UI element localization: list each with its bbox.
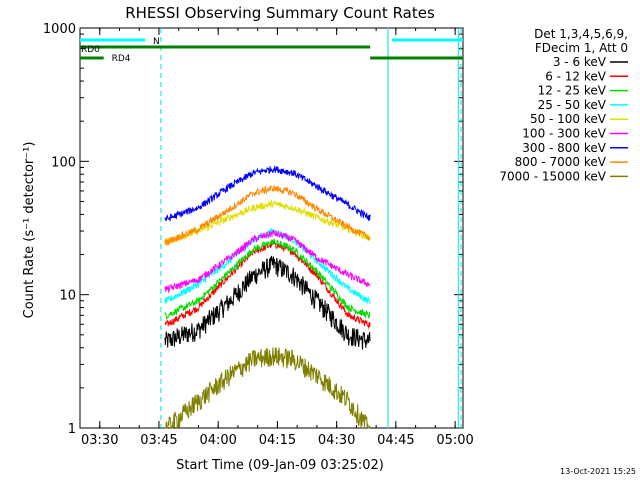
flag-label-rd0: RD0 [81,45,100,55]
flag-label-night: N [153,37,160,47]
x-tick-label: 05:00 [436,433,473,448]
series-line [164,347,371,430]
legend-entry-label: 300 - 800 keV [522,141,606,155]
legend-header: FDecim 1, Att 0 [535,41,628,55]
series-line [164,239,371,330]
y-tick-label: 1000 [43,22,76,37]
legend-entry-label: 50 - 100 keV [530,112,607,126]
legend-entry-label: 100 - 300 keV [522,127,606,141]
plot-axes: 03:30 03:45 04:00 04:15 04:30 04:45 05:00 1 10 10… [43,22,474,448]
x-tick-label: 04:00 [199,433,236,448]
series-line [164,255,371,350]
flag-label-rd4: RD4 [112,54,131,64]
y-tick-label: 1 [68,422,76,437]
series-line [164,184,371,246]
plot-frame [79,27,464,429]
legend: Det 1,3,4,5,6,9,FDecim 1, Att 03 - 6 keV… [499,27,628,183]
chart-title: RHESSI Observing Summary Count Rates [125,4,435,22]
series-line [164,165,371,222]
legend-entry-label: 25 - 50 keV [538,98,607,112]
legend-entry-label: 7000 - 15000 keV [499,169,606,183]
x-tick-label: 03:30 [81,433,118,448]
flag-bars: RD0 RD4 N [80,37,463,64]
x-axis-label: Start Time (09-Jan-09 03:25:02) [176,458,384,473]
y-axis-label: Count Rate (s⁻¹ detector⁻¹) [22,142,37,319]
series-line [164,229,371,294]
x-tick-label: 04:15 [259,433,296,448]
legend-header: Det 1,3,4,5,6,9, [534,27,628,41]
legend-entry-label: 800 - 7000 keV [515,155,607,169]
series-line [164,238,371,321]
plot-timestamp: 13-Oct-2021 15:25 [560,467,636,476]
legend-entry-label: 12 - 25 keV [538,84,607,98]
legend-entry-label: 3 - 6 keV [553,55,607,69]
x-tick-label: 04:30 [318,433,355,448]
y-tick-label: 10 [59,289,76,304]
legend-entry-label: 6 - 12 keV [545,69,607,83]
y-tick-label: 100 [51,155,76,170]
series-group [164,165,371,430]
x-tick-label: 04:45 [377,433,414,448]
x-tick-label: 03:45 [140,433,177,448]
